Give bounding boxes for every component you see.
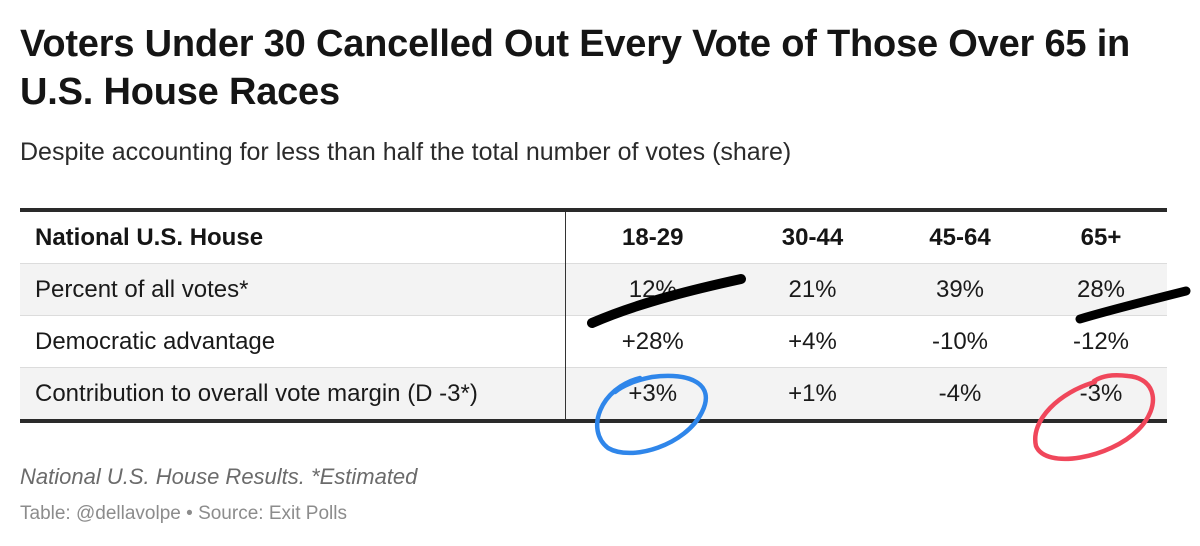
table-cell: +1% <box>788 379 837 407</box>
table-cell: 39% <box>935 275 985 303</box>
data-table: National U.S. House 18-29 30-44 45-64 65… <box>20 208 1167 423</box>
credits-line: Table: @dellavolpe • Source: Exit Polls <box>20 503 417 525</box>
table-cell: +3% <box>628 379 678 407</box>
column-header: 65+ <box>1080 223 1122 251</box>
table-row: Percent of all votes* 12% 21% 39% 28% <box>20 263 1167 316</box>
table-row: Democratic advantage +28% +4% -10% -12% <box>20 315 1167 368</box>
table-cell: 28% <box>1076 275 1126 303</box>
column-header: 45-64 <box>929 223 991 251</box>
header-label: National U.S. House <box>20 210 566 264</box>
row-label: Democratic advantage <box>20 315 566 368</box>
table-cell: +4% <box>788 327 837 355</box>
row-label: Percent of all votes* <box>20 263 566 316</box>
column-header: 18-29 <box>622 223 684 251</box>
credit-source: Source: Exit Polls <box>198 503 347 524</box>
table-cell: -4% <box>938 379 982 407</box>
table-cell: -3% <box>1079 379 1123 407</box>
credit-separator: • <box>186 503 193 524</box>
footnote-estimated: National U.S. House Results. *Estimated <box>20 464 418 489</box>
chart-title: Voters Under 30 Cancelled Out Every Vote… <box>20 23 1131 113</box>
chart-subtitle: Despite accounting for less than half th… <box>20 138 792 166</box>
credit-table: Table: @dellavolpe <box>20 503 181 524</box>
table-row: Contribution to overall vote margin (D -… <box>20 367 1167 421</box>
row-label: Contribution to overall vote margin (D -… <box>20 367 566 421</box>
table-cell: +28% <box>621 327 684 355</box>
table-cell: 12% <box>628 275 677 303</box>
column-header: 30-44 <box>781 223 844 251</box>
footnotes: National U.S. House Results. *Estimated … <box>20 464 417 525</box>
table-header-row: National U.S. House 18-29 30-44 45-64 65… <box>20 210 1167 264</box>
table-cell: -10% <box>931 327 989 355</box>
table-cell: -12% <box>1072 327 1130 355</box>
table-cell: 21% <box>788 275 837 303</box>
